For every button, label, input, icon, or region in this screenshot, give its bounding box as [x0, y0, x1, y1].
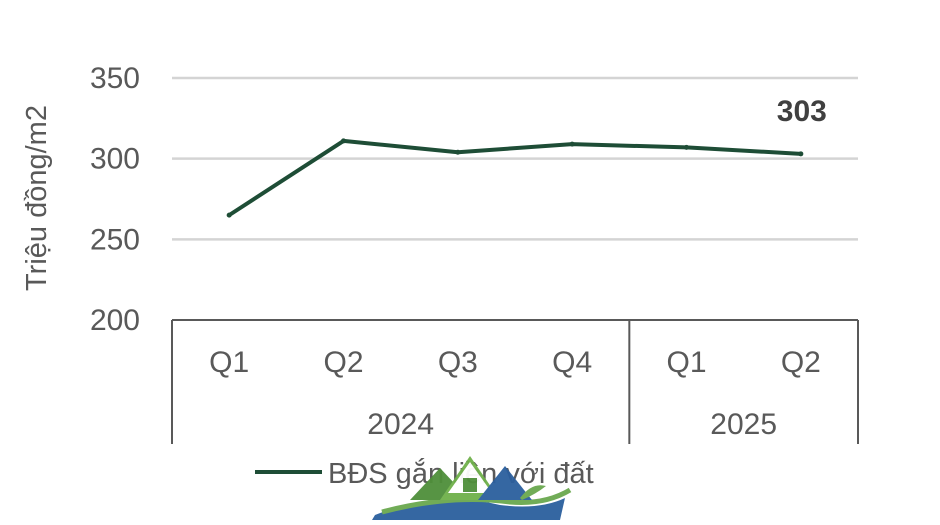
- data-point: [226, 212, 232, 218]
- x-tick-label: Q1: [666, 346, 706, 379]
- data-point: [341, 138, 346, 144]
- gridlines: [172, 76, 858, 241]
- series-lines: [226, 138, 804, 218]
- data-point: [798, 151, 804, 157]
- y-axis-tick-labels: 200 250 300 350: [90, 62, 140, 337]
- y-tick-label: 350: [90, 62, 140, 95]
- x-tick-label: Q2: [781, 346, 821, 379]
- y-tick-label: 300: [90, 143, 140, 176]
- y-tick-label: 250: [90, 223, 140, 256]
- x-group-label: 2024: [367, 408, 434, 441]
- data-point: [684, 144, 689, 150]
- data-point: [569, 141, 575, 147]
- x-tick-label: Q1: [209, 346, 249, 379]
- data-label: 303: [777, 95, 827, 128]
- x-tick-label: Q3: [438, 346, 478, 379]
- x-tick-label: Q4: [552, 346, 592, 379]
- house-logo: [372, 456, 572, 520]
- data-point: [455, 149, 461, 155]
- series-line: [227, 138, 803, 218]
- x-tick-label: Q2: [323, 346, 363, 379]
- y-tick-label: 200: [90, 304, 140, 337]
- y-axis-label: Triệu đồng/m2: [21, 105, 53, 291]
- data-labels: 303: [777, 95, 827, 128]
- x-group-label: 2025: [710, 408, 777, 441]
